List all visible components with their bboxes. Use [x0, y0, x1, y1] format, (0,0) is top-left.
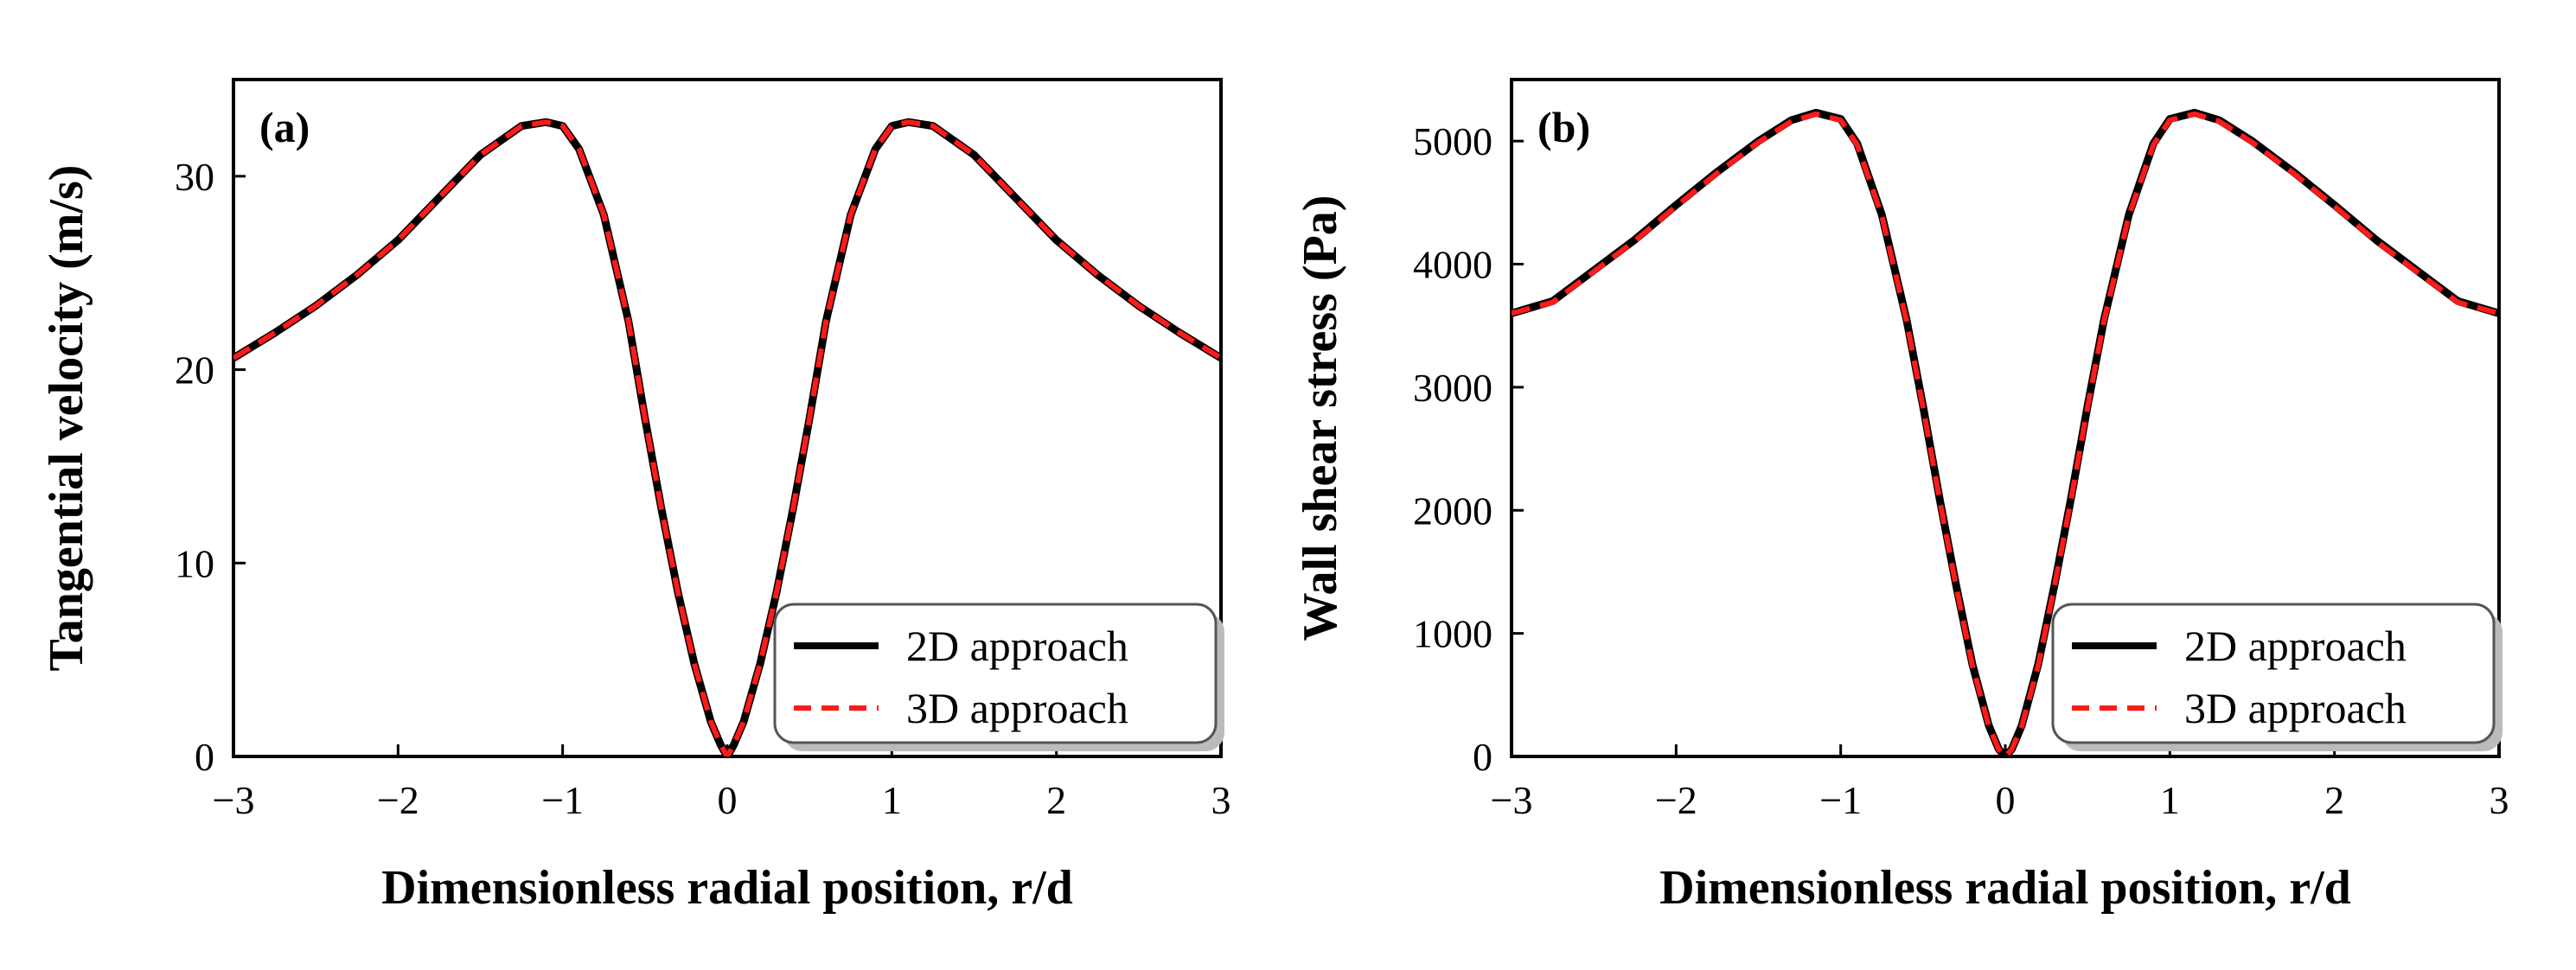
legend-label-2d: 2D approach — [906, 622, 1128, 670]
x-tick-label: −1 — [541, 778, 584, 822]
y-tick-label: 4000 — [1413, 243, 1493, 287]
series-line-3d — [233, 119, 1221, 756]
legend: 2D approach 3D approach — [773, 603, 1224, 751]
series-line-3d — [1512, 111, 2499, 756]
x-tick-label: 3 — [2490, 778, 2509, 822]
y-axis-title: Tangential velocity (m/s) — [40, 165, 93, 672]
x-tick-label: −1 — [1819, 778, 1862, 822]
legend-label-2d: 2D approach — [2184, 622, 2407, 670]
x-tick-label: −3 — [1491, 778, 1533, 822]
x-tick-label: −3 — [213, 778, 255, 822]
y-tick-label: 10 — [175, 541, 214, 585]
x-tick-label: −2 — [377, 778, 419, 822]
x-tick-label: 1 — [882, 778, 902, 822]
legend-label-3d: 3D approach — [906, 684, 1128, 732]
y-tick-label: 3000 — [1413, 366, 1493, 410]
panel-label: (b) — [1537, 103, 1590, 151]
y-tick-label: 1000 — [1413, 612, 1493, 656]
legend: 2D approach 3D approach — [2051, 603, 2502, 751]
x-tick-label: 0 — [718, 778, 738, 822]
legend-label-3d: 3D approach — [2184, 684, 2407, 732]
y-tick-label: 2000 — [1413, 488, 1493, 533]
y-tick-label: 0 — [1473, 735, 1493, 779]
x-tick-label: 1 — [2160, 778, 2180, 822]
series-line-2d — [1512, 108, 2499, 756]
legend-box — [2051, 603, 2496, 744]
chart-panel-b: −3 −2 −1 0 1 2 3 0 1000 2000 3000 4000 5000 Dimension… — [1294, 78, 2509, 915]
x-tick-label: 0 — [1996, 778, 2016, 822]
x-tick-label: −2 — [1655, 778, 1697, 822]
legend-box — [773, 603, 1218, 744]
x-tick-label: 3 — [1211, 778, 1231, 822]
x-tick-label: 2 — [2324, 778, 2344, 822]
x-axis-title: Dimensionless radial position, r/d — [381, 861, 1073, 915]
x-tick-label: 2 — [1046, 778, 1066, 822]
y-tick-label: 20 — [175, 348, 214, 392]
x-axis-title: Dimensionless radial position, r/d — [1659, 861, 2351, 915]
y-tick-label: 0 — [195, 735, 214, 779]
y-axis-title: Wall shear stress (Pa) — [1294, 195, 1347, 641]
panel-label: (a) — [259, 103, 310, 151]
y-tick-label: 30 — [175, 155, 214, 199]
y-tick-label: 5000 — [1413, 119, 1493, 163]
